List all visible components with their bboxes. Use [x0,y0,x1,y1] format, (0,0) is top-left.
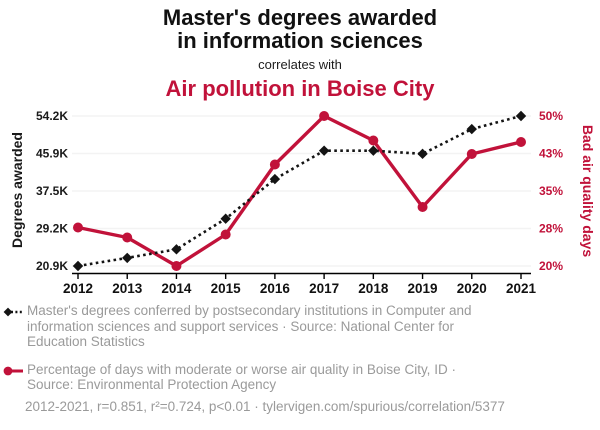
x-axis-tick-label: 2016 [260,281,291,296]
left-axis-tick-label: 37.5K [36,184,68,198]
left-axis-label: Degrees awarded [9,132,25,248]
air-quality-data-point [319,111,330,121]
degrees-data-point [417,148,428,160]
legend-entry-degrees: Master's degrees conferred by postsecond… [3,303,588,350]
degrees-data-point [122,252,133,264]
x-axis-tick-label: 2021 [506,281,537,296]
degrees-data-point [515,110,527,122]
legend-entry-air-quality: Percentage of days with moderate or wors… [3,362,588,393]
degrees-data-point [368,145,379,156]
red-circle-line-icon [3,366,23,375]
air-quality-data-point [368,135,379,146]
right-axis-tick-label: 43% [539,147,563,161]
air-quality-data-point [73,222,83,233]
degrees-series-line [77,114,522,268]
x-axis-tick-label: 2017 [309,281,339,296]
black-diamond-dashed-icon [3,307,23,317]
stats-footer-text: 2012-2021, r=0.851, r²=0.724, p<0.01 · t… [25,399,505,414]
air-quality-data-point [220,229,231,240]
air-quality-data-point [122,232,133,243]
air-quality-data-point [466,149,477,159]
plot-area: 54.2K 50% 45.9K 43% 37.5K 35% 29.2K 28% 20.9K 20%… [0,100,600,300]
legend: Master's degrees conferred by postsecond… [3,303,588,405]
air-quality-data-point [417,202,428,212]
left-axis-tick-label: 29.2K [36,222,68,236]
legend-text-air-quality: Percentage of days with moderate or wors… [27,361,456,393]
air-quality-data-point [269,159,280,170]
x-axis-tick-label: 2013 [112,281,143,296]
degrees-data-point [318,145,330,156]
degrees-data-point [72,260,84,272]
left-axis-tick-label: 20.9K [36,259,68,273]
degrees-data-point [220,213,231,224]
chart-subtitle: Air pollution in Boise City [165,76,435,101]
right-axis-tick-label: 35% [539,184,563,198]
x-axis-tick-label: 2014 [161,281,192,296]
x-axis-tick-label: 2012 [63,281,93,296]
x-axis-tick-label: 2019 [408,281,438,296]
legend-text-degrees: Master's degrees conferred by postsecond… [27,303,472,349]
right-axis-tick-label: 20% [539,259,563,273]
chart-title: Master's degrees awarded in information … [162,5,438,53]
right-axis-tick-label: 50% [539,109,563,123]
chart-header: Master's degrees awarded in information … [0,6,600,102]
degrees-data-point [269,173,281,185]
x-axis-tick-label: 2018 [358,281,389,296]
degrees-data-point [171,244,182,255]
left-axis-tick-label: 45.9K [36,147,68,161]
air-quality-data-point [516,137,526,147]
air-quality-data-point [171,261,182,271]
degrees-data-point [466,123,477,135]
x-axis-tick-label: 2015 [211,281,242,296]
correlation-line-chart: 54.2K 50% 45.9K 43% 37.5K 35% 29.2K 28% 20.9K 20%… [36,109,563,296]
left-axis-tick-label: 54.2K [36,109,68,123]
right-axis-label: Bad air quality days [580,124,596,258]
correlates-with-text: correlates with [258,57,342,72]
x-axis-tick-label: 2020 [457,281,487,296]
right-axis-tick-label: 28% [539,222,563,236]
air-quality-series-line [76,114,523,268]
